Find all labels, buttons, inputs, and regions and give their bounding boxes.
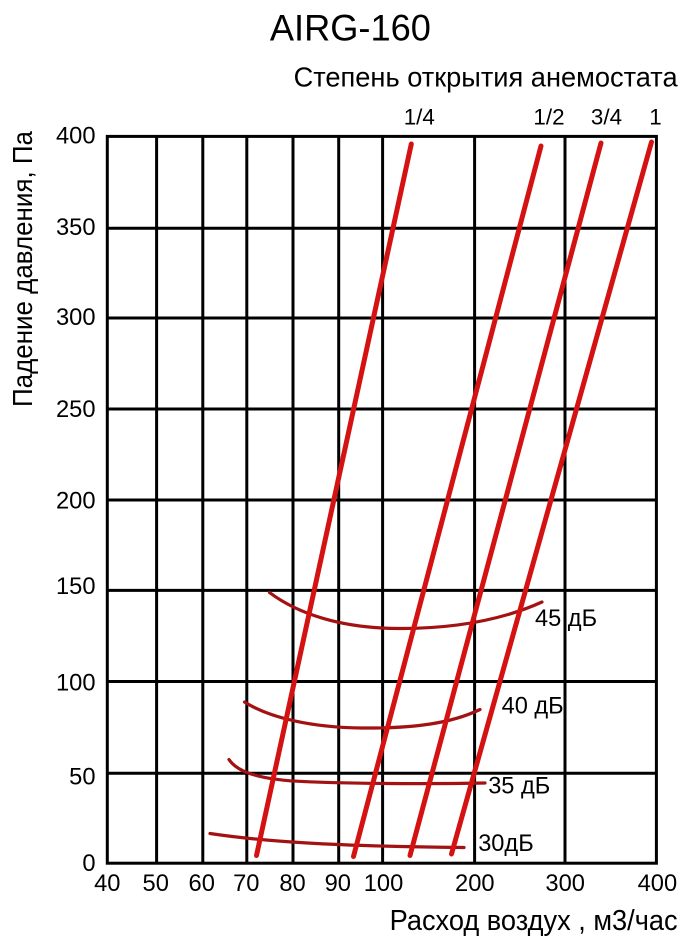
svg-text:70: 70 — [233, 871, 259, 897]
svg-text:1/2: 1/2 — [533, 104, 564, 129]
svg-text:300: 300 — [545, 871, 585, 897]
svg-text:50: 50 — [69, 764, 95, 790]
svg-text:60: 60 — [189, 871, 215, 897]
svg-text:100: 100 — [364, 871, 404, 897]
svg-text:400: 400 — [638, 871, 678, 897]
svg-text:200: 200 — [455, 871, 495, 897]
svg-text:1/4: 1/4 — [404, 104, 435, 129]
svg-text:Падение давления, Па: Падение давления, Па — [7, 130, 38, 407]
svg-text:1: 1 — [649, 104, 661, 129]
svg-text:80: 80 — [279, 871, 305, 897]
svg-text:100: 100 — [56, 671, 96, 697]
svg-text:50: 50 — [143, 871, 169, 897]
svg-text:45 дБ: 45 дБ — [535, 606, 597, 632]
svg-text:400: 400 — [56, 124, 96, 150]
svg-text:Степень открытия анемостата: Степень открытия анемостата — [294, 62, 679, 93]
svg-text:200: 200 — [56, 488, 96, 514]
svg-text:0: 0 — [82, 851, 95, 877]
svg-text:Расход воздух , м3/час: Расход воздух , м3/час — [390, 905, 678, 937]
svg-text:300: 300 — [56, 305, 96, 331]
svg-text:3/4: 3/4 — [591, 104, 622, 129]
svg-text:AIRG-160: AIRG-160 — [270, 7, 431, 49]
svg-text:40 дБ: 40 дБ — [502, 693, 564, 719]
svg-text:90: 90 — [325, 871, 351, 897]
svg-text:250: 250 — [56, 397, 96, 423]
svg-text:350: 350 — [56, 215, 96, 241]
svg-text:30дБ: 30дБ — [478, 831, 534, 857]
svg-text:40: 40 — [94, 871, 120, 897]
svg-text:150: 150 — [56, 574, 96, 600]
svg-text:35 дБ: 35 дБ — [488, 774, 550, 800]
